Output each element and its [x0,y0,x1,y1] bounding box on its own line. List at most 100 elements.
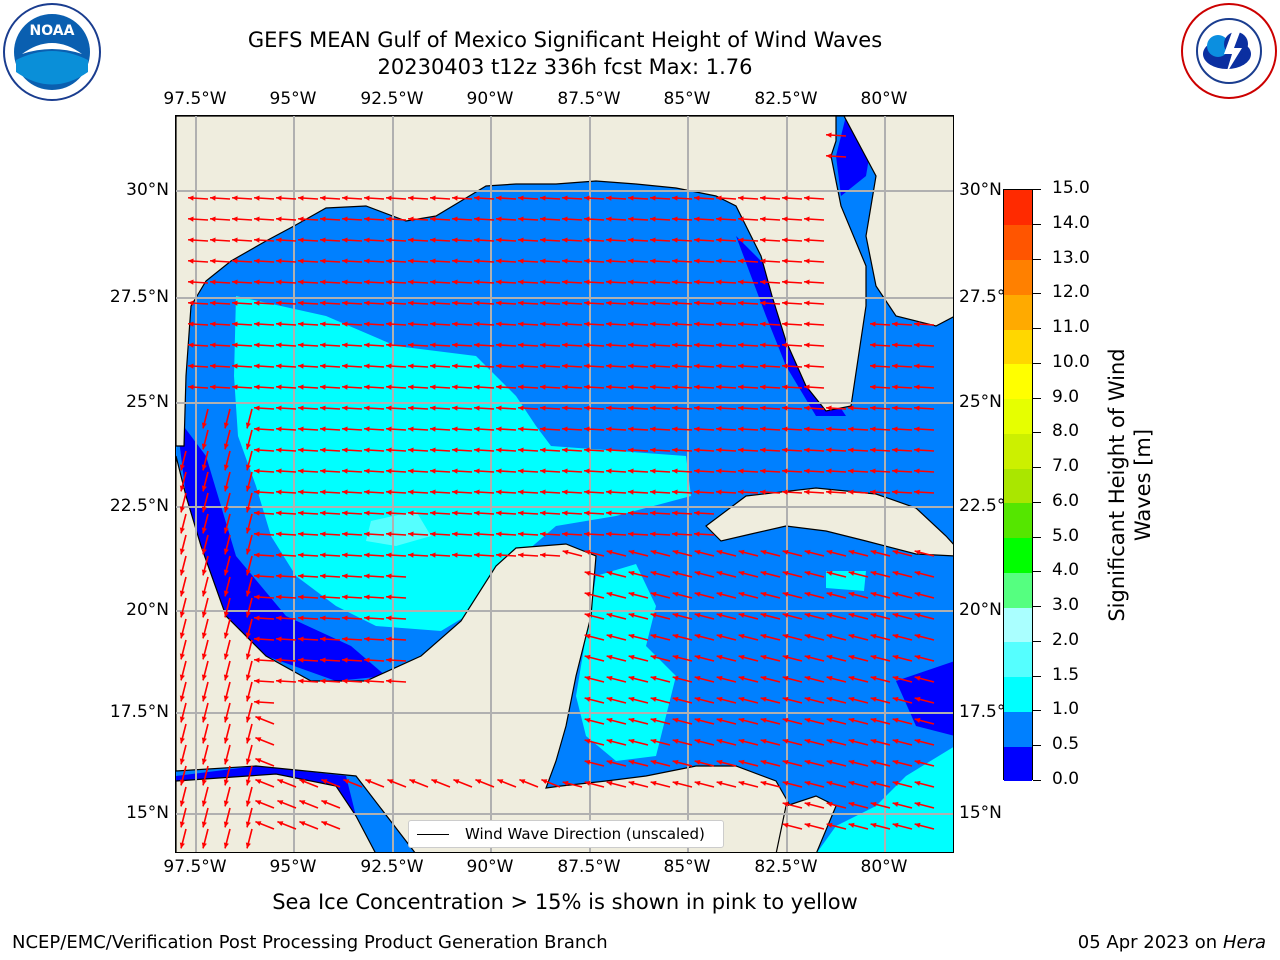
wave-arrow-head [497,779,504,785]
wave-arrow-head [223,632,229,639]
wave-arrow-head [628,195,634,201]
wave-arrow-head [672,696,679,702]
colorbar-tick-label: 11.0 [1052,317,1090,338]
wave-arrow-head [760,468,766,474]
wave-arrow-head [562,216,568,222]
wave-arrow-head [430,216,436,222]
wave-arrow-head [277,779,284,785]
wave-arrow-head [606,531,612,537]
map-panel[interactable] [175,115,954,853]
colorbar-tick-mark [1033,328,1041,330]
wave-arrow-head [716,405,722,411]
wave-arrow-head [628,759,635,765]
wave-arrow-head [475,779,482,785]
wave-arrow-head [201,821,207,828]
colorbar-tick-label: 3.0 [1052,595,1080,616]
wave-arrow-head [606,405,612,411]
wave-arrow-head [474,258,480,264]
wave-arrow-head [760,549,767,555]
wave-arrow-head [223,800,229,807]
wave-arrow-head [782,321,788,327]
wave-arrow-head [179,569,185,576]
wave-arrow-head [201,548,207,555]
colorbar-tick-mark [1033,571,1041,573]
wave-arrow-head [826,132,832,138]
wave-arrow-head [650,633,657,639]
wave-arrow-head [628,570,635,576]
wave-arrow-head [342,300,348,306]
wave-arrow-head [892,405,898,411]
wave-arrow-head [364,426,370,432]
wave-arrow-head [716,363,722,369]
wave-arrow-head [298,300,304,306]
wave-arrow-head [452,321,458,327]
wave-arrow-head [245,632,251,639]
wave-arrow-head [870,675,877,681]
wave-arrow-head [254,594,260,600]
wave-arrow-head [188,258,194,264]
wave-arrow-head [179,506,185,513]
wave-arrow-head [245,527,251,534]
wave-arrow-head [694,447,700,453]
wave-arrow-head [804,384,810,390]
wave-arrow-head [892,738,899,744]
wave-arrow-head [760,780,767,786]
wave-arrow-head [672,738,679,744]
wave-arrow-head [584,384,590,390]
lon-label-bottom: 82.5°W [754,857,818,877]
wave-arrow-head [914,654,921,660]
wave-arrow-head [650,591,657,597]
wave-height-map[interactable] [176,116,954,853]
wave-arrow-head [386,321,392,327]
wave-arrow-head [892,780,899,786]
wave-arrow-head [870,489,876,495]
wave-arrow-head [518,216,524,222]
wave-arrow-head [408,510,414,516]
wave-arrow-head [848,591,855,597]
wave-arrow-head [628,696,635,702]
noaa-logo-text: NOAA [30,23,75,39]
wave-arrow-head [321,779,328,785]
wave-arrow-head [474,447,480,453]
wave-arrow-head [914,612,921,618]
wave-arrow-head [892,342,898,348]
wave-arrow-head [518,258,524,264]
wave-arrow-head [870,468,876,474]
wave-arrow-head [672,279,678,285]
wave-arrow-head [179,485,185,492]
wave-arrow-head [694,279,700,285]
wave-arrow-head [298,237,304,243]
wave-arrow-head [254,300,260,306]
wave-arrow-head [826,612,833,618]
wave-arrow-head [914,342,920,348]
wave-arrow-head [179,821,185,828]
wave-arrow-head [804,195,810,201]
legend-line-icon [417,833,449,835]
wave-arrow-head [276,195,282,201]
wave-arrow-head [276,447,282,453]
wave-arrow-head [584,738,591,744]
wave-arrow-head [584,759,591,765]
wave-arrow-head [782,426,788,432]
colorbar-tick-label: 1.5 [1052,664,1080,685]
wave-arrow-head [223,779,229,786]
wave-arrow-head [496,384,502,390]
wave-arrow-head [804,633,811,639]
wave-arrow-head [738,279,744,285]
wave-arrow-head [496,405,502,411]
wave-arrow-head [628,675,635,681]
wave-arrow-head [232,342,238,348]
wave-arrow-head [650,780,657,786]
wave-arrow-head [606,195,612,201]
wave-arrow-head [892,801,899,807]
wave-arrow-head [672,468,678,474]
wave-arrow-head [223,590,229,597]
wave-arrow-head [738,426,744,432]
wave-arrow-head [694,549,701,555]
wave-arrow-head [364,552,370,558]
wave-arrow-head [738,384,744,390]
wave-arrow-head [386,552,392,558]
wave-arrow-head [650,468,656,474]
wave-arrow-head [245,821,251,828]
lon-label-top: 92.5°W [360,89,424,109]
